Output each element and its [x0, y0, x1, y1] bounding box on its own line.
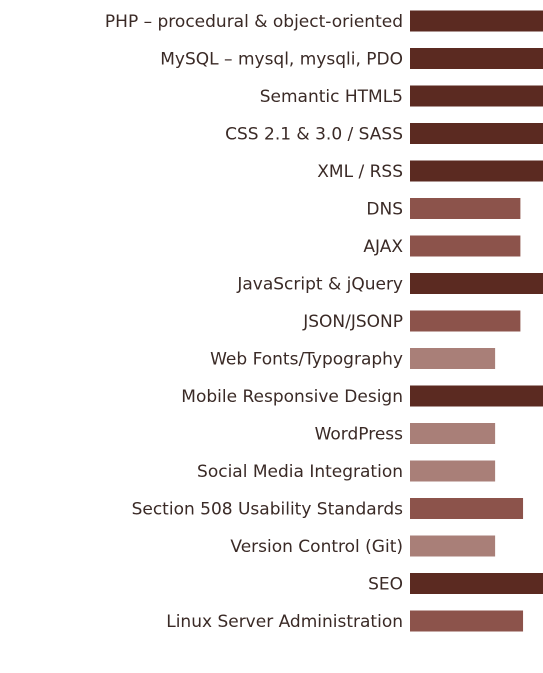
bar [410, 610, 524, 632]
bar [410, 423, 496, 444]
bar [410, 348, 496, 369]
bar [410, 235, 521, 257]
bar [410, 273, 543, 294]
bar [410, 573, 543, 594]
bar [410, 198, 521, 219]
skill-label: Mobile Responsive Design [181, 387, 403, 407]
bar [410, 310, 521, 332]
skill-label: Web Fonts/Typography [210, 350, 403, 370]
skill-label: Section 508 Usability Standards [132, 500, 404, 520]
skill-label: Version Control (Git) [230, 537, 403, 557]
bar [410, 123, 543, 144]
bar [410, 10, 543, 32]
bar [410, 535, 496, 557]
skill-label: XML / RSS [317, 162, 403, 182]
skill-label: Social Media Integration [197, 462, 403, 482]
skill-label: SEO [368, 575, 403, 595]
skill-label: AJAX [363, 237, 403, 257]
skill-label: CSS 2.1 & 3.0 / SASS [225, 125, 403, 145]
skill-label: Semantic HTML5 [260, 87, 403, 107]
skill-label: PHP – procedural & object-oriented [105, 12, 403, 32]
skill-label: JavaScript & jQuery [236, 275, 403, 295]
skill-label: WordPress [315, 425, 404, 445]
bar [410, 160, 543, 182]
skill-label: DNS [366, 200, 403, 220]
bar [410, 48, 543, 69]
skill-label: Linux Server Administration [166, 612, 403, 632]
skill-label: JSON/JSONP [302, 312, 403, 332]
skill-label: MySQL – mysql, mysqli, PDO [160, 50, 403, 70]
bar [410, 385, 543, 407]
bar [410, 498, 524, 519]
bar [410, 85, 543, 107]
bar [410, 460, 496, 482]
